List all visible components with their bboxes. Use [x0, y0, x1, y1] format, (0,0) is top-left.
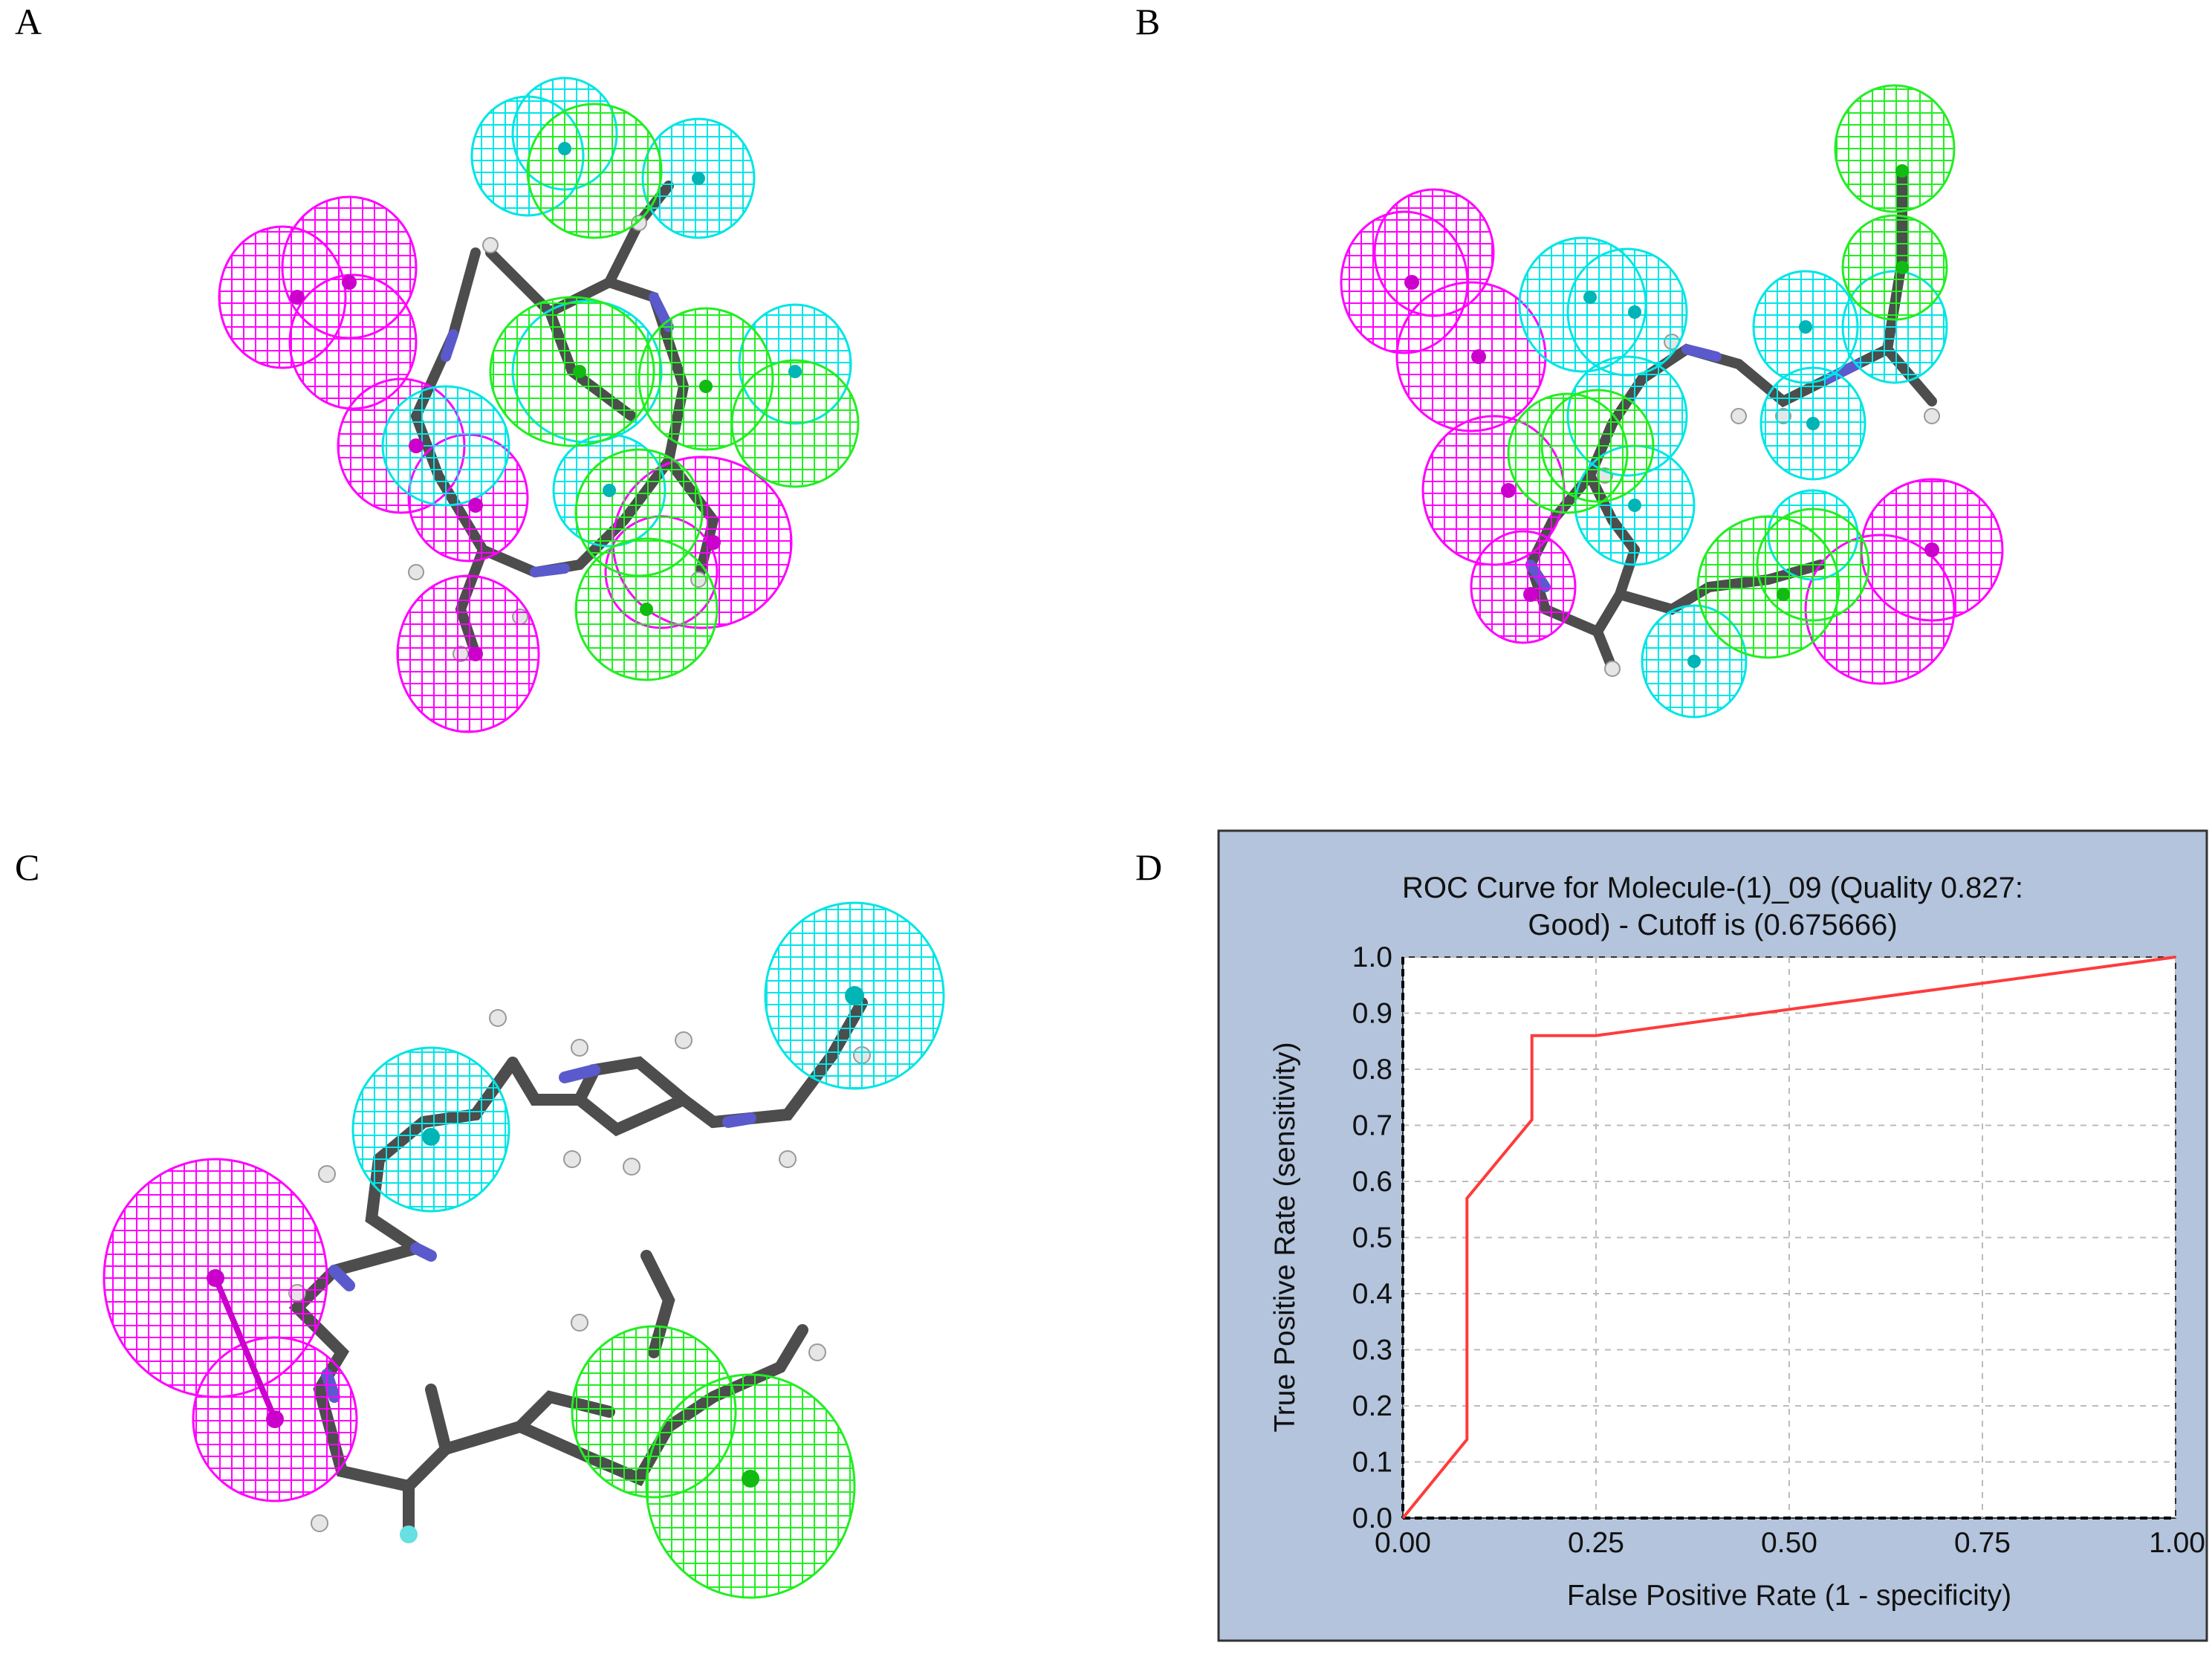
roc-y-tick-label: 0.7: [1352, 1110, 1392, 1142]
roc-y-tick-label: 0.0: [1352, 1502, 1392, 1534]
roc-y-tick-label: 0.3: [1352, 1335, 1392, 1366]
roc-y-tick-label: 0.5: [1352, 1222, 1392, 1254]
roc-y-tick-label: 0.9: [1352, 998, 1392, 1030]
roc-title-line2: Good) - Cutoff is (0.675666): [1528, 909, 1897, 941]
roc-y-tick-label: 1.0: [1352, 941, 1392, 973]
hbond-acceptor-features-c: [351, 901, 945, 1213]
roc-axes: [1401, 957, 2176, 1520]
panel-b-pharmacophore-model: [1340, 84, 2004, 719]
panel-label-a: A: [15, 1, 42, 42]
hbond-donor-features-a: [489, 103, 860, 681]
panel-label-d: D: [1135, 846, 1163, 888]
panel-label-c: C: [15, 846, 40, 888]
roc-y-tick-label: 0.1: [1352, 1447, 1392, 1479]
roc-x-tick-label: 0.25: [1568, 1527, 1624, 1559]
roc-x-tick-label: 0.50: [1761, 1527, 1817, 1559]
roc-y-axis-label: True Positive Rate (sensitivity): [1269, 1042, 1301, 1432]
panel-c-pharmacophore-model: [103, 901, 945, 1599]
roc-x-tick-label: 0.75: [1954, 1527, 2011, 1559]
panel-label-b: B: [1135, 1, 1161, 42]
roc-y-tick-label: 0.8: [1352, 1054, 1392, 1086]
molecule-c-hydrogens: [288, 1009, 871, 1532]
roc-title-line1: ROC Curve for Molecule-(1)_09 (Quality 0…: [1402, 872, 2023, 904]
roc-x-tick-label: 1.00: [2149, 1527, 2205, 1559]
roc-y-tick-label: 0.4: [1352, 1278, 1392, 1310]
roc-ticks: 0.0 0.1 0.2 0.3 0.4 0.5 0.6 0.7 0.8 0.9 1.0 0.00 0.2…: [1352, 941, 2205, 1559]
roc-x-tick-label: 0.00: [1375, 1527, 1431, 1559]
hbond-donor-features-c: [571, 1325, 856, 1599]
roc-y-tick-label: 0.2: [1352, 1390, 1392, 1422]
hydrophobic-features-b: [1340, 188, 2004, 685]
panel-a-pharmacophore-model: [218, 77, 860, 733]
roc-x-axis-label: False Positive Rate (1 - specificity): [1567, 1580, 2011, 1612]
roc-y-tick-label: 0.6: [1352, 1166, 1392, 1198]
roc-series-line: [1401, 956, 2176, 1520]
roc-chart: ROC Curve for Molecule-(1)_09 (Quality 0…: [1217, 829, 2208, 1642]
